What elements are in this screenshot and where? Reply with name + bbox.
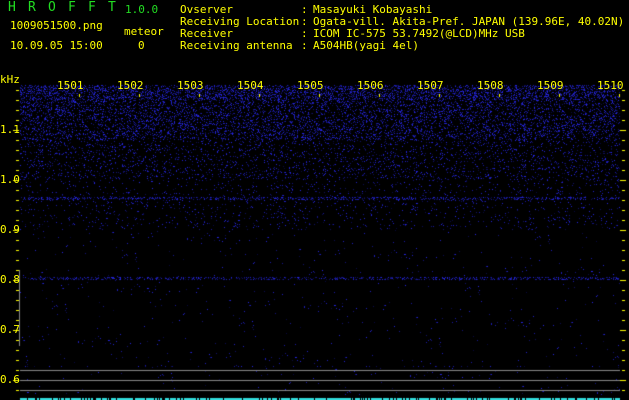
y-unit-label: kHz	[0, 73, 20, 86]
info-separator: :	[301, 39, 308, 52]
title-letter: O	[48, 0, 56, 15]
info-value: A504HB(yagi 4el)	[313, 39, 419, 52]
y-tick-label: 1.0	[0, 173, 20, 186]
x-tick-label: 1501	[57, 79, 84, 92]
title-letter: F	[88, 0, 96, 15]
x-tick-label: 1504	[237, 79, 264, 92]
title-letter: R	[28, 0, 36, 15]
x-tick-label: 1509	[537, 79, 564, 92]
title-letter: F	[68, 0, 76, 15]
info-label: Ovserver	[180, 3, 233, 16]
info-label: Receiver	[180, 27, 233, 40]
y-tick-label: 0.7	[0, 323, 20, 336]
title-letter: T	[108, 0, 116, 15]
info-value: Ogata-vill. Akita-Pref. JAPAN (139.96E, …	[313, 15, 625, 28]
info-label: Receiving Location	[180, 15, 300, 28]
info-separator: :	[301, 27, 308, 40]
x-tick-label: 1505	[297, 79, 324, 92]
app-version: 1.0.0	[125, 3, 159, 16]
info-value: Masayuki Kobayashi	[313, 3, 433, 16]
x-tick-label: 1506	[357, 79, 384, 92]
x-tick-label: 1507	[417, 79, 444, 92]
meteor-label: meteor	[124, 25, 164, 38]
file-name: 1009051500.png	[10, 19, 103, 32]
y-tick-label: 0.6	[0, 373, 20, 386]
y-tick-label: 0.9	[0, 223, 20, 236]
info-value: ICOM IC-575 53.7492(@LCD)MHz USB	[313, 27, 525, 40]
x-tick-label: 1502	[117, 79, 144, 92]
datetime: 10.09.05 15:00	[10, 39, 103, 52]
x-tick-label: 1503	[177, 79, 204, 92]
y-tick-label: 0.8	[0, 273, 20, 286]
x-tick-label: 1510	[597, 79, 624, 92]
title-letter: H	[8, 0, 16, 15]
info-label: Receiving antenna	[180, 39, 293, 52]
meteor-count: 0	[138, 39, 145, 52]
y-tick-label: 1.1	[0, 123, 20, 136]
info-separator: :	[301, 3, 308, 16]
x-tick-label: 1508	[477, 79, 504, 92]
info-separator: :	[301, 15, 308, 28]
